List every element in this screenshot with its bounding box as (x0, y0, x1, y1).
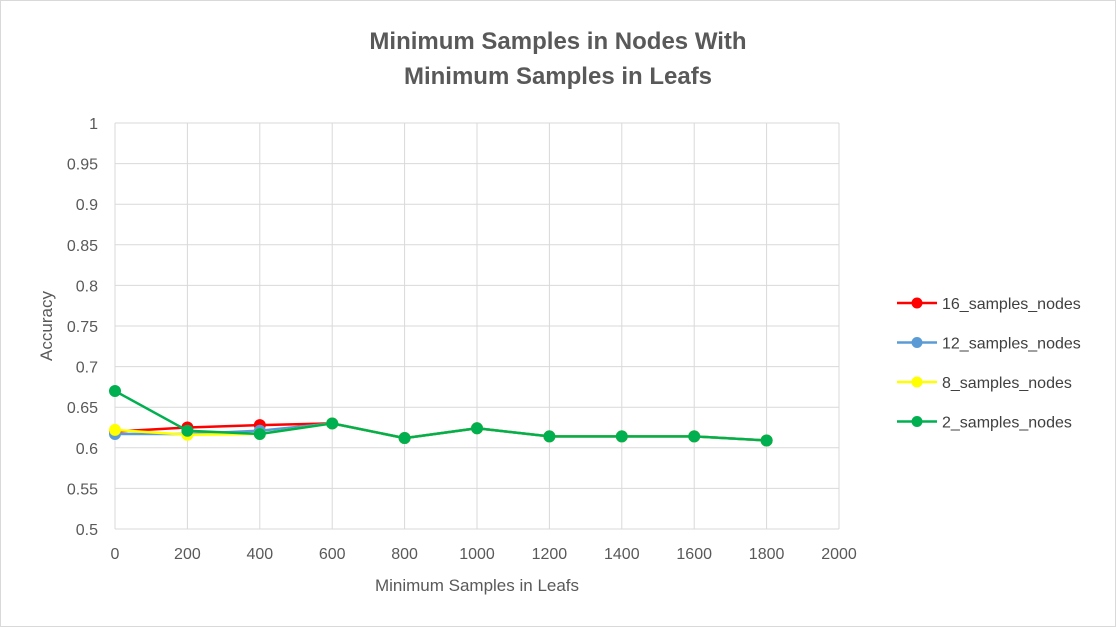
x-tick-label: 200 (174, 546, 201, 563)
legend-marker-swatch (911, 376, 923, 388)
legend-item: 2_samples_nodes (897, 415, 1072, 432)
y-tick-label: 0.75 (67, 319, 98, 336)
legend-marker-swatch (911, 337, 923, 348)
data-point (326, 417, 339, 430)
legend-marker-swatch (911, 297, 923, 309)
chart-title-line-1: Minimum Samples in Nodes With (369, 28, 746, 55)
data-point (253, 427, 266, 440)
data-point (109, 423, 121, 436)
x-tick-label: 0 (111, 546, 120, 563)
y-tick-label: 0.6 (76, 441, 98, 458)
legend-label: 8_samples_nodes (942, 375, 1072, 392)
x-tick-label: 2000 (821, 546, 857, 563)
y-tick-label: 0.55 (67, 481, 98, 498)
legend-item: 8_samples_nodes (897, 375, 1072, 392)
x-tick-label: 1200 (532, 546, 568, 563)
x-tick-label: 800 (391, 546, 418, 563)
y-tick-label: 0.95 (67, 157, 98, 174)
data-point (471, 422, 483, 435)
x-tick-label: 600 (319, 546, 346, 563)
plot-series (109, 384, 773, 447)
legend: 16_samples_nodes 12_samples_nodes 8_sample… (897, 296, 1081, 432)
legend-marker-swatch (911, 416, 923, 427)
data-point (615, 430, 628, 443)
plot-gridlines (114, 122, 840, 530)
series-2_samples_nodes (109, 384, 773, 447)
data-point (688, 430, 701, 443)
x-tick-label: 1800 (749, 546, 785, 563)
data-point (181, 424, 194, 437)
chart-title-line-2: Minimum Samples in Leafs (404, 63, 712, 90)
legend-label: 2_samples_nodes (942, 415, 1072, 432)
data-point (543, 430, 556, 443)
y-tick-label: 0.8 (76, 278, 98, 295)
y-tick-label: 0.5 (76, 522, 98, 539)
legend-label: 12_samples_nodes (942, 336, 1081, 353)
x-axis-title: Minimum Samples in Leafs (375, 576, 579, 595)
y-tick-label: 0.85 (67, 238, 98, 255)
legend-item: 16_samples_nodes (897, 296, 1081, 313)
legend-label: 16_samples_nodes (942, 296, 1081, 313)
data-point (109, 384, 121, 397)
series-line (114, 389, 767, 442)
y-axis-title: Accuracy (37, 291, 56, 361)
x-tick-label: 1000 (459, 546, 495, 563)
x-tick-label: 1400 (604, 546, 640, 563)
y-axis-ticks: 0.5 0.55 0.6 0.65 0.7 0.75 0.8 0.85 0.9 0.95 1 (67, 116, 98, 539)
y-tick-label: 0.65 (67, 400, 98, 417)
x-tick-label: 400 (246, 546, 273, 563)
x-tick-label: 1600 (676, 546, 712, 563)
y-tick-label: 0.9 (76, 197, 98, 214)
y-tick-label: 0.7 (76, 360, 98, 377)
legend-item: 12_samples_nodes (897, 336, 1081, 353)
data-point (760, 434, 773, 447)
x-axis-ticks: 0 200 400 600 800 1000 1200 1400 1600 1800 2000 (111, 546, 857, 563)
y-tick-label: 1 (89, 116, 98, 133)
data-point (398, 432, 411, 445)
